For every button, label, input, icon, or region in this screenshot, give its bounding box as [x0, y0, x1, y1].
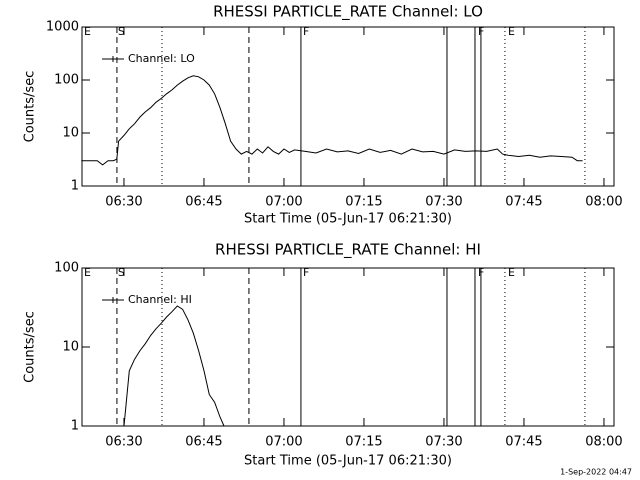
flag-label: E [508, 25, 515, 38]
x-tick-label: 07:30 [425, 195, 462, 210]
x-tick-label: 07:15 [345, 195, 382, 210]
x-tick-label: 07:45 [505, 435, 542, 450]
y-tick-label: 1 [71, 179, 79, 194]
x-tick-label: 06:45 [185, 195, 222, 210]
flag-label: E [84, 25, 91, 38]
flag-label: E [508, 266, 515, 279]
x-tick-label: 07:30 [425, 435, 462, 450]
x-tick-label: 06:45 [185, 435, 222, 450]
flag-label: F [478, 266, 484, 279]
legend-label: Channel: LO [128, 52, 195, 65]
x-tick-label: 08:00 [585, 435, 622, 450]
x-tick-label: 07:00 [265, 435, 302, 450]
y-tick-label: 1000 [46, 20, 79, 35]
flag-label: E [84, 266, 91, 279]
x-axis-label: Start Time (05-Jun-17 06:21:30) [244, 454, 452, 469]
chart-title: RHESSI PARTICLE_RATE Channel: HI [215, 241, 481, 260]
flag-label: S [118, 25, 125, 38]
x-tick-label: 06:30 [105, 195, 142, 210]
x-tick-label: 07:15 [345, 435, 382, 450]
data-line [123, 305, 225, 427]
y-tick-label: 1 [71, 419, 79, 434]
x-tick-label: 07:45 [505, 195, 542, 210]
y-tick-label: 100 [54, 261, 79, 276]
x-axis-label: Start Time (05-Jun-17 06:21:30) [244, 212, 452, 227]
chart-title: RHESSI PARTICLE_RATE Channel: LO [213, 3, 483, 22]
flag-label: F [303, 25, 309, 38]
flag-label: S [118, 266, 125, 279]
y-axis-label: Counts/sec [23, 311, 38, 383]
flag-label: F [303, 266, 309, 279]
x-tick-label: 08:00 [585, 195, 622, 210]
y-axis-label: Counts/sec [23, 71, 38, 143]
y-tick-label: 100 [54, 73, 79, 88]
plot-frame [81, 26, 615, 187]
y-tick-label: 10 [62, 340, 79, 355]
data-line [81, 75, 583, 166]
footer-timestamp: 1-Sep-2022 04:47 [560, 468, 632, 477]
flag-label: F [478, 25, 484, 38]
x-tick-label: 06:30 [105, 435, 142, 450]
y-tick-label: 10 [62, 126, 79, 141]
x-tick-label: 07:00 [265, 195, 302, 210]
legend-label: Channel: HI [128, 293, 192, 306]
